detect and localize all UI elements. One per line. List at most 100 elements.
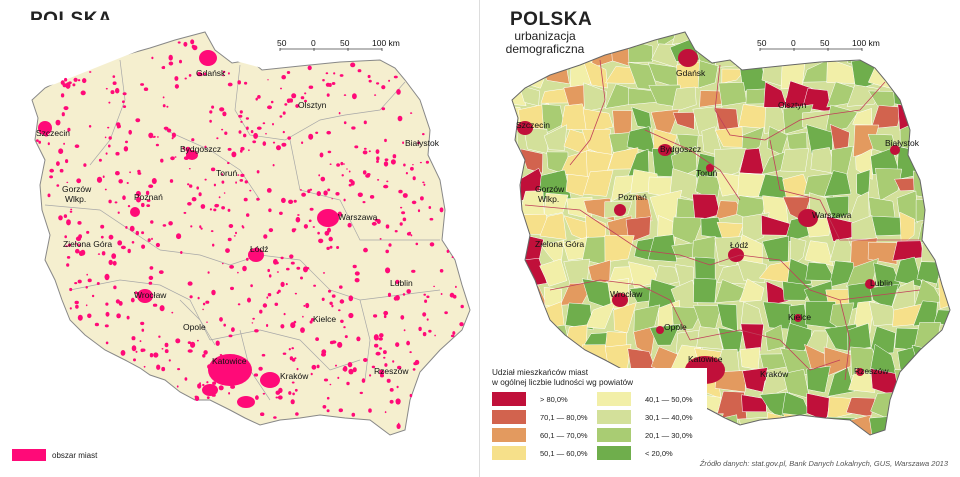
- legend-label: 40,1 — 50,0%: [645, 395, 693, 404]
- powiat-area: [940, 32, 950, 46]
- urban-area-dot: [205, 300, 210, 304]
- powiat-area: [512, 222, 527, 243]
- urban-area-dot: [221, 206, 226, 210]
- powiat-area: [543, 124, 568, 151]
- urban-area-dot: [227, 147, 232, 151]
- urban-area-dot: [63, 142, 65, 145]
- left-label-lodz: Łódź: [250, 244, 268, 254]
- urban-area-dot: [85, 286, 88, 289]
- legend-label: 60,1 — 70,0%: [540, 431, 588, 440]
- urban-area-dot: [395, 342, 400, 347]
- powiat-area: [564, 39, 591, 65]
- urban-area-dot: [155, 143, 159, 147]
- urban-area-dot: [403, 163, 406, 167]
- urban-area-dot: [188, 74, 192, 77]
- powiat-area: [913, 38, 943, 62]
- powiat-area: [538, 37, 563, 70]
- urban-area-dot: [289, 254, 294, 259]
- urban-area-dot: [59, 168, 64, 173]
- urban-area-dot: [343, 365, 348, 372]
- urban-area-dot: [379, 333, 384, 338]
- urban-area-dot: [397, 365, 402, 370]
- urban-area-dot: [251, 322, 254, 324]
- urban-area-dot: [149, 353, 154, 358]
- svg-text:Kielce: Kielce: [788, 312, 811, 322]
- powiat-area: [825, 195, 849, 221]
- urban-area-dot: [317, 231, 320, 235]
- urban-area-dot: [426, 295, 430, 299]
- urban-area-dot: [115, 87, 120, 94]
- urban-area-dot: [190, 341, 196, 348]
- urban-area-dot: [105, 87, 108, 90]
- urban-area-dot: [209, 208, 212, 211]
- urban-area-dot: [131, 241, 135, 244]
- urban-area-dot: [340, 319, 344, 323]
- urban-area-dot: [348, 312, 354, 319]
- urban-area-dot: [166, 128, 172, 133]
- urban-area-dot: [230, 286, 234, 291]
- urban-area-dot: [102, 175, 105, 178]
- left-map: POLSKA rozmieszczenie miast: [12, 10, 471, 461]
- urban-area-dot: [288, 391, 292, 395]
- urban-area-dot: [112, 75, 116, 78]
- urban-area-dot: [202, 383, 205, 387]
- urban-area-dot: [168, 221, 173, 226]
- urban-area-dot: [309, 320, 313, 324]
- powiat-area: [718, 82, 747, 107]
- urban-area-dot: [164, 342, 169, 348]
- urban-area-dot: [69, 287, 73, 292]
- urban-area-dot: [308, 85, 314, 89]
- urban-area-dot: [203, 350, 208, 355]
- urban-area-dot: [243, 133, 247, 138]
- powiat-area: [845, 397, 876, 417]
- urban-area-dot: [140, 321, 145, 326]
- urban-area-dot: [237, 271, 239, 274]
- urban-area-dot: [215, 340, 220, 346]
- urban-area-dot: [392, 154, 397, 159]
- urban-area-dot: [291, 347, 295, 350]
- urban-area-dot: [252, 140, 257, 144]
- powiat-area: [765, 324, 785, 352]
- right-map-subtitle: urbanizacja demograficzna: [500, 30, 590, 56]
- urban-area-dot: [141, 202, 145, 208]
- urban-area-dot: [455, 285, 457, 288]
- urban-area-dot: [211, 105, 215, 109]
- left-label-gorzow-2: Wlkp.: [65, 194, 86, 204]
- urban-area-dot: [402, 293, 406, 296]
- urban-area-dot: [239, 179, 244, 182]
- urban-area-dot: [135, 118, 141, 123]
- powiat-area: [582, 57, 608, 89]
- urban-area-dot: [131, 345, 137, 352]
- urban-area-dot: [152, 303, 158, 307]
- urban-area-dot: [284, 103, 288, 106]
- urban-area-dot: [122, 105, 127, 108]
- urban-area-dot: [295, 104, 300, 108]
- urban-area-dot: [197, 383, 202, 389]
- urban-area-dot: [267, 79, 269, 81]
- powiat-area: [937, 192, 950, 222]
- urban-area-dot: [290, 399, 295, 405]
- urban-area-dot: [64, 235, 67, 239]
- urban-area-dot: [218, 196, 221, 199]
- urban-area-dot: [297, 214, 300, 216]
- urban-area-dot: [125, 226, 128, 229]
- urban-area-dot: [86, 273, 88, 276]
- urban-area-dot: [439, 269, 444, 273]
- urban-area-dot: [323, 378, 329, 382]
- urban-area-dot: [77, 279, 82, 284]
- urban-area-dot: [348, 183, 352, 187]
- urban-area-dot: [77, 244, 81, 247]
- urban-area-dot: [204, 178, 207, 181]
- powiat-area: [612, 110, 633, 135]
- left-label-poznan: Poznań: [134, 192, 163, 202]
- urban-area-dot: [76, 178, 82, 184]
- urban-area-dot: [69, 307, 72, 310]
- urban-area-dot: [419, 161, 422, 164]
- urban-area-dot: [356, 336, 361, 342]
- urban-area-dot: [328, 83, 332, 87]
- urban-area-dot: [139, 340, 142, 343]
- urban-area-dot: [411, 200, 417, 205]
- svg-text:50: 50: [820, 38, 830, 48]
- urban-area-dot: [191, 138, 195, 142]
- urban-area-dot: [286, 267, 290, 271]
